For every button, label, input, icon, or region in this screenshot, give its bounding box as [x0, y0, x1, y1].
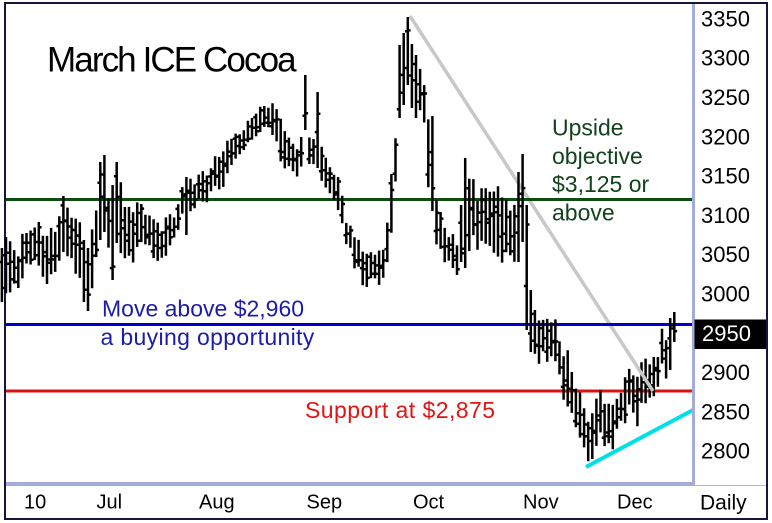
svg-text:3200: 3200 — [701, 124, 750, 149]
svg-text:a buying opportunity: a buying opportunity — [101, 324, 315, 350]
svg-text:2950: 2950 — [702, 321, 751, 346]
svg-text:2900: 2900 — [701, 360, 750, 385]
svg-text:3100: 3100 — [701, 203, 750, 228]
svg-text:Upside: Upside — [552, 115, 624, 141]
svg-text:3000: 3000 — [701, 282, 750, 307]
svg-text:3300: 3300 — [701, 46, 750, 71]
svg-text:Oct: Oct — [413, 492, 445, 514]
svg-text:above: above — [552, 199, 615, 225]
svg-text:Support at $2,875: Support at $2,875 — [305, 397, 496, 423]
svg-text:3250: 3250 — [701, 85, 750, 110]
svg-text:Sep: Sep — [307, 492, 343, 514]
svg-text:objective: objective — [552, 143, 643, 169]
svg-text:Daily: Daily — [700, 492, 747, 515]
svg-text:10: 10 — [24, 492, 46, 514]
svg-text:March ICE Cocoa: March ICE Cocoa — [47, 41, 297, 80]
svg-text:Jul: Jul — [97, 492, 123, 514]
svg-text:3050: 3050 — [701, 242, 750, 267]
svg-text:Nov: Nov — [523, 492, 559, 514]
svg-text:$3,125 or: $3,125 or — [552, 171, 650, 197]
svg-text:3350: 3350 — [701, 6, 750, 31]
svg-text:3150: 3150 — [701, 164, 750, 189]
svg-text:Dec: Dec — [617, 492, 653, 514]
svg-text:2850: 2850 — [701, 399, 750, 424]
svg-text:2800: 2800 — [701, 439, 750, 464]
svg-text:Aug: Aug — [199, 492, 235, 514]
svg-text:Move above $2,960: Move above $2,960 — [102, 296, 304, 322]
